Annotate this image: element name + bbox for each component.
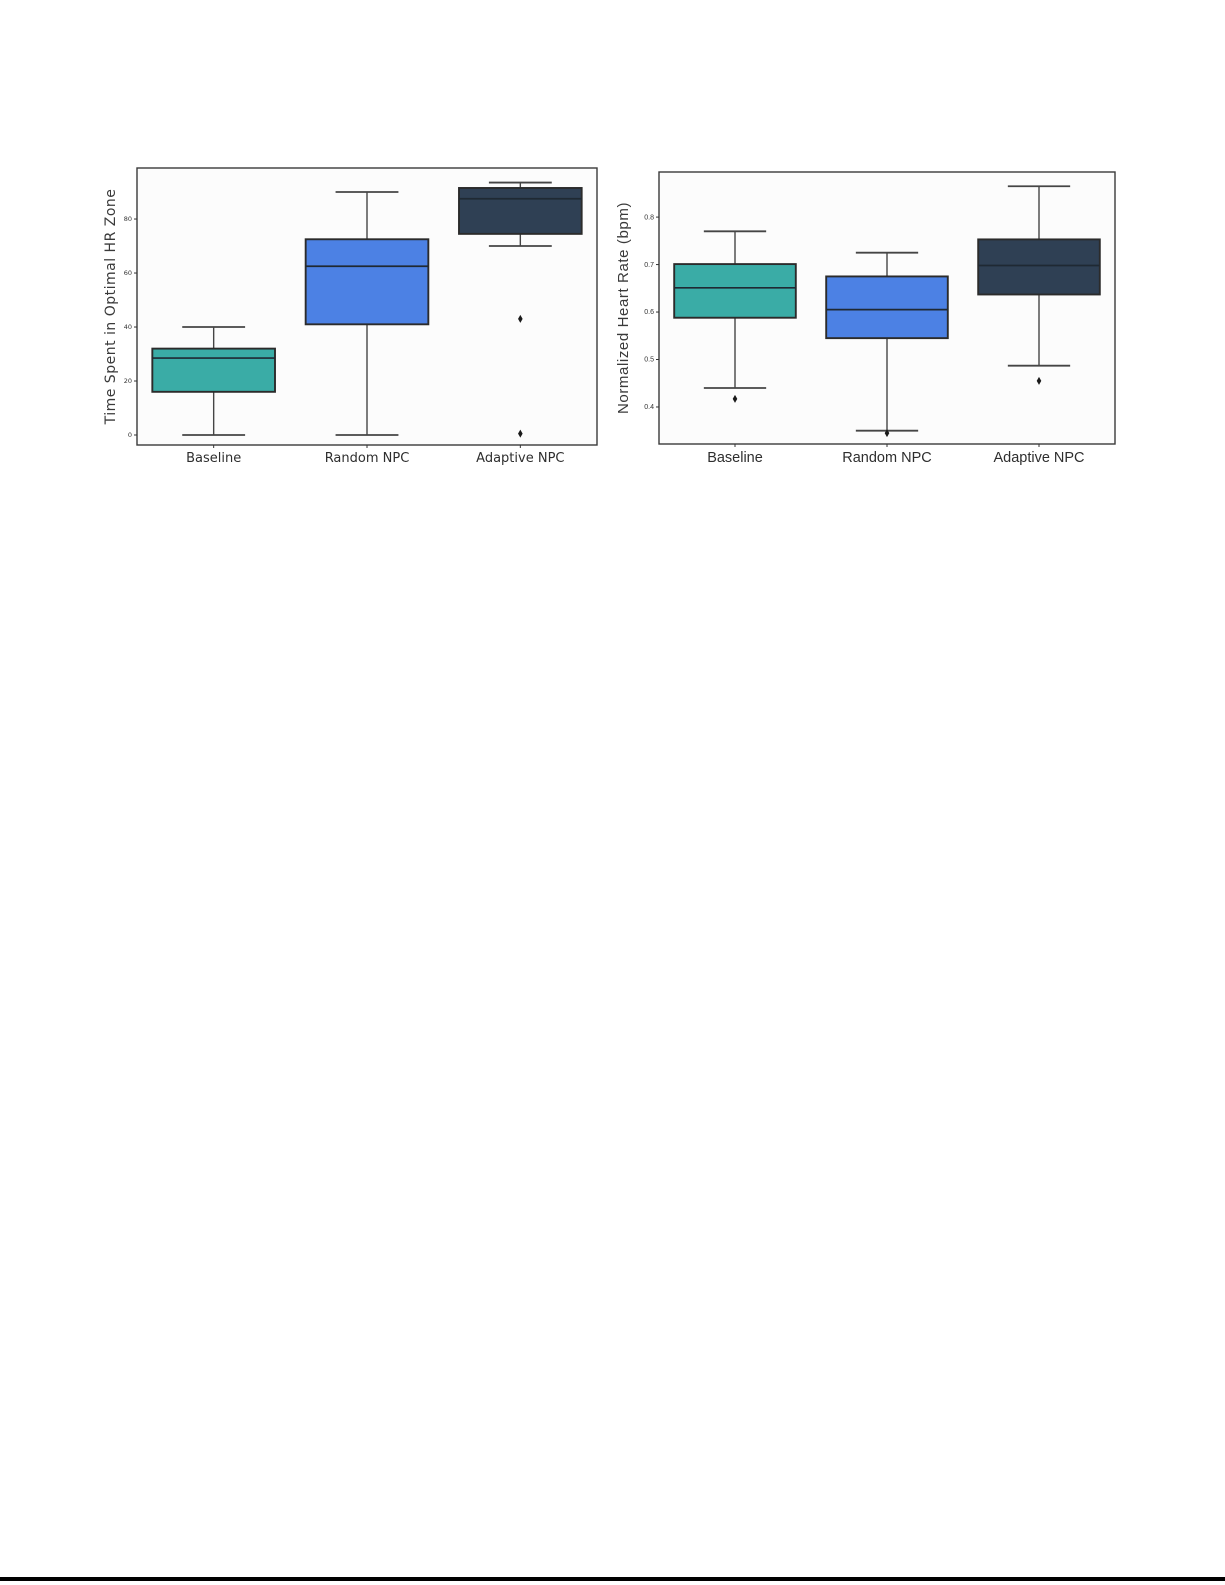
box-group-random-npc <box>304 191 430 436</box>
iqr-box <box>458 187 583 235</box>
y-tick-label: 0.8 <box>644 214 654 221</box>
y-tick-label: 0.7 <box>644 262 654 269</box>
x-tick-label: Baseline <box>707 450 763 466</box>
iqr-box <box>977 238 1101 296</box>
y-axis-label: Normalized Heart Rate (bpm) <box>615 202 632 414</box>
boxplot-figure-hr-zone-time: 0 20 40 60 80 Time Spent in Optimal HR Zone Ba… <box>90 150 610 485</box>
box-group-baseline <box>673 230 797 403</box>
outlier-point <box>1036 376 1042 385</box>
boxplot-svg-hr-zone-time: 0 20 40 60 80 Time Spent in Optimal HR Zone Ba… <box>103 167 598 466</box>
box-group-adaptive-npc <box>458 181 583 438</box>
x-tick-label: Adaptive NPC <box>476 451 564 466</box>
y-tick-label: 0 <box>128 431 132 439</box>
x-tick-label: Random NPC <box>325 451 410 466</box>
box-group-baseline <box>151 326 276 436</box>
y-tick-label: 0.4 <box>644 404 654 411</box>
y-axis-label: Time Spent in Optimal HR Zone <box>103 189 119 426</box>
y-tick-label: 0.6 <box>644 309 654 316</box>
iqr-box <box>673 263 797 319</box>
y-tick-label: 0.5 <box>644 357 654 364</box>
x-tick-label: Adaptive NPC <box>993 450 1084 466</box>
iqr-box <box>825 275 949 340</box>
iqr-box <box>304 238 430 326</box>
boxplot-svg-normalized-hr: 0.4 0.5 0.6 0.7 0.8 Normalized Heart Rate (bp… <box>615 171 1116 466</box>
x-tick-label: Random NPC <box>842 450 931 466</box>
box-group-adaptive-npc <box>977 185 1101 385</box>
y-tick-label: 40 <box>124 323 132 331</box>
x-tick-label: Baseline <box>186 451 241 466</box>
iqr-box <box>151 347 276 393</box>
boxplot-figure-normalized-hr: 0.4 0.5 0.6 0.7 0.8 Normalized Heart Rate (bp… <box>610 150 1155 485</box>
outlier-point <box>518 314 523 323</box>
box-group-random-npc <box>825 251 949 438</box>
y-tick-label: 60 <box>124 269 132 277</box>
y-tick-label: 80 <box>124 215 132 223</box>
bottom-divider-line <box>0 1577 1225 1581</box>
outlier-point <box>518 429 523 438</box>
y-tick-label: 20 <box>124 377 132 385</box>
